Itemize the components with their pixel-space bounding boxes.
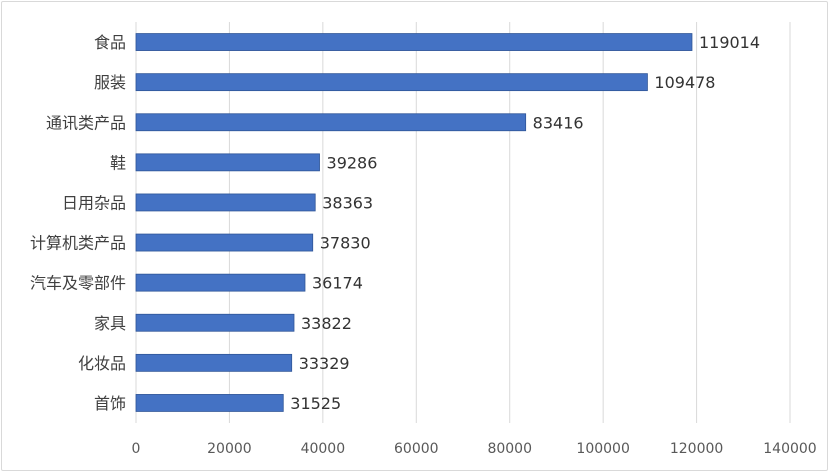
- bar: [135, 113, 527, 132]
- x-tick-label: 80000: [487, 441, 532, 457]
- bar: [135, 33, 693, 51]
- category-label: 通讯类产品: [46, 113, 126, 132]
- bar: [135, 353, 293, 372]
- bar: [135, 313, 295, 332]
- data-label: 38363: [322, 193, 373, 212]
- category-label: 鞋: [110, 153, 126, 172]
- labels: 0 20000 40000 60000 80000 100000 120000 140000 食…: [30, 33, 817, 457]
- x-tick-label: 40000: [301, 441, 346, 457]
- x-tick-label: 0: [132, 441, 141, 457]
- bar: [135, 233, 314, 252]
- x-tick-label: 120000: [670, 441, 723, 457]
- bar: [135, 193, 316, 212]
- x-tick-label: 20000: [207, 441, 252, 457]
- category-label: 计算机类产品: [30, 234, 126, 253]
- x-tick-label: 140000: [763, 441, 816, 457]
- data-label: 83416: [533, 113, 584, 132]
- bar: [135, 273, 306, 292]
- category-label: 食品: [94, 33, 126, 52]
- x-tick-label: 60000: [394, 441, 439, 457]
- bar: [135, 394, 284, 412]
- x-tick-label: 100000: [576, 441, 629, 457]
- data-label: 109478: [654, 73, 715, 92]
- data-label: 37830: [320, 234, 371, 253]
- bar: [135, 73, 648, 92]
- data-label: 33329: [299, 354, 350, 373]
- data-label: 39286: [327, 153, 378, 172]
- data-label: 33822: [301, 314, 352, 333]
- category-label: 家具: [94, 314, 126, 333]
- data-label: 119014: [699, 33, 760, 52]
- category-label: 汽车及零部件: [30, 274, 126, 293]
- category-label: 首饰: [94, 394, 126, 413]
- bars: [135, 33, 693, 412]
- category-label: 服装: [94, 73, 126, 92]
- bar: [135, 153, 320, 172]
- data-label: 36174: [312, 274, 363, 293]
- category-label: 化妆品: [78, 354, 126, 373]
- data-label: 31525: [290, 394, 341, 413]
- category-label: 日用杂品: [62, 193, 126, 212]
